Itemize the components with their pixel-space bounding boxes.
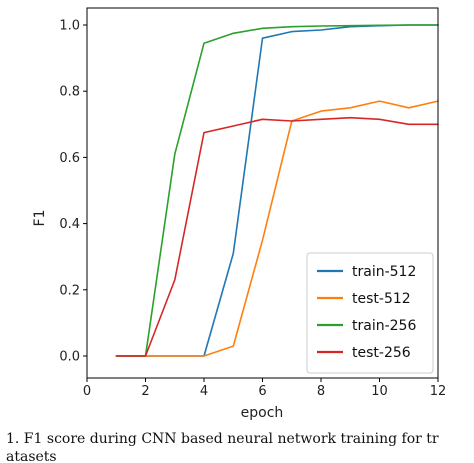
axes: 0 2 4 6 8 10 12 0.0 0.2 0.4 0.6 0.8 1.0	[59, 7, 447, 399]
legend: train-512 test-512 train-256 test-256	[306, 252, 434, 374]
y-tick-label: 0.2	[59, 283, 80, 298]
series-line-test-256	[115, 116, 439, 357]
x-tick-label: 4	[200, 384, 208, 399]
x-tick-label: 6	[258, 384, 266, 399]
y-tick-label: 1.0	[59, 19, 80, 34]
y-tick-label: 0.6	[59, 151, 80, 166]
caption-line-2: atasets	[6, 449, 57, 463]
caption-line-1: 1. F1 score during CNN based neural netw…	[6, 431, 439, 447]
legend-label-train-512: train-512	[352, 264, 416, 280]
series-line-test-512	[115, 100, 439, 357]
legend-label-train-256: train-256	[352, 318, 416, 334]
x-tick-label: 10	[371, 384, 388, 399]
x-axis-label: epoch	[241, 405, 284, 421]
y-tick-label: 0.0	[59, 350, 80, 365]
legend-label-test-256: test-256	[352, 345, 411, 361]
x-tick-label: 0	[83, 384, 91, 399]
legend-label-test-512: test-512	[352, 291, 411, 307]
x-tick-label: 2	[141, 384, 149, 399]
plot-area	[115, 24, 439, 357]
x-tick-label: 8	[317, 384, 325, 399]
series-line-train-256	[115, 24, 439, 357]
legend-box	[306, 252, 434, 374]
y-tick-label: 0.8	[59, 85, 80, 100]
y-axis-label: F1	[32, 210, 48, 227]
x-tick-label: 12	[430, 384, 447, 399]
y-tick-label: 0.4	[59, 217, 80, 232]
